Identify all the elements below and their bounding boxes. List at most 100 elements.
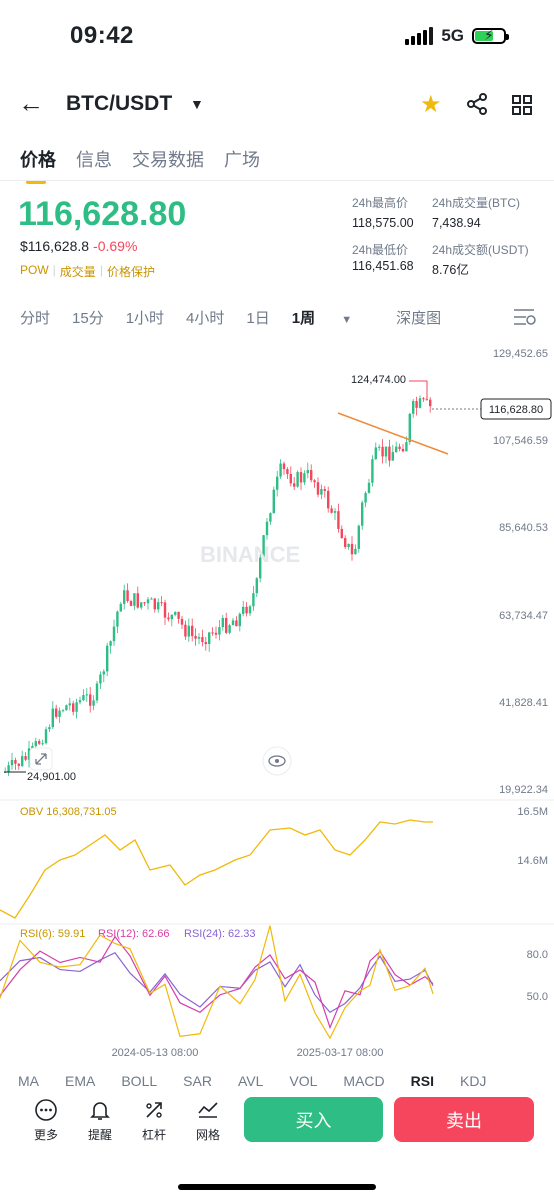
- tag-volume[interactable]: 成交量: [59, 265, 96, 279]
- candle-body: [259, 557, 262, 579]
- grid-button[interactable]: 网格: [192, 1098, 224, 1143]
- candle-body: [228, 625, 231, 633]
- candle-body: [371, 459, 374, 483]
- candle-body: [106, 645, 109, 672]
- candle-body: [248, 606, 252, 614]
- leverage-icon: [146, 1102, 162, 1118]
- candle-body: [191, 625, 194, 636]
- expand-icon[interactable]: [29, 747, 53, 771]
- candle-body: [211, 632, 214, 634]
- candle-body: [21, 756, 24, 766]
- period-1h[interactable]: 1小时: [125, 310, 165, 327]
- indicator-avl[interactable]: AVL: [237, 1073, 264, 1089]
- candle-body: [48, 727, 51, 730]
- margin-button[interactable]: 杠杆: [138, 1098, 170, 1143]
- grid-menu-icon[interactable]: [512, 95, 532, 120]
- candle-body: [85, 694, 88, 696]
- candle-body: [330, 508, 333, 513]
- min-price-label: 24,901.00: [27, 771, 76, 783]
- grid-trading-icon: [198, 1102, 218, 1118]
- sell-button[interactable]: 卖出: [394, 1097, 534, 1142]
- indicator-macd[interactable]: MACD: [343, 1073, 385, 1089]
- rsi12-label: RSI(12): 62.66: [98, 928, 170, 940]
- pair-title[interactable]: BTC/USDT: [66, 92, 173, 115]
- bell-icon: [90, 1102, 110, 1120]
- candle-body: [347, 543, 350, 547]
- candles: [4, 395, 432, 776]
- candle-body: [422, 398, 425, 400]
- candle-body: [65, 705, 68, 711]
- share-icon[interactable]: [465, 92, 489, 121]
- indicator-sar[interactable]: SAR: [183, 1073, 212, 1089]
- candle-body: [286, 469, 289, 474]
- period-time[interactable]: 分时: [20, 310, 51, 327]
- candle-body: [303, 473, 306, 483]
- tab-square[interactable]: 广场: [224, 150, 260, 170]
- candle-body: [337, 511, 340, 529]
- candle-body: [238, 613, 241, 627]
- indicator-rsi[interactable]: RSI: [410, 1073, 434, 1089]
- tab-info[interactable]: 信息: [76, 150, 112, 170]
- candle-body: [153, 598, 156, 610]
- more-button[interactable]: 更多: [30, 1098, 62, 1143]
- rsi-tick: 50.0: [527, 991, 548, 1003]
- candle-body: [313, 480, 316, 483]
- indicator-ma[interactable]: MA: [18, 1073, 39, 1089]
- candle-body: [27, 748, 31, 760]
- y-tick: 63,734.47: [499, 610, 548, 622]
- candle-body: [242, 606, 245, 614]
- period-1w[interactable]: 1周 ▼: [292, 307, 374, 328]
- period-depth[interactable]: 深度图: [396, 310, 442, 327]
- candle-body: [201, 637, 204, 643]
- period-15m[interactable]: 15分: [72, 310, 104, 327]
- candle-body: [333, 511, 337, 513]
- indicator-boll[interactable]: BOLL: [121, 1073, 158, 1089]
- candle-body: [350, 543, 354, 555]
- signal-icon: [405, 27, 434, 45]
- buy-button[interactable]: 买入: [244, 1097, 383, 1142]
- favorite-star-icon[interactable]: ★: [420, 91, 442, 118]
- candle-body: [31, 746, 34, 749]
- tag-price-protect[interactable]: 价格保护: [106, 265, 155, 279]
- main-tabs: 价格 信息 交易数据 广场: [20, 146, 260, 184]
- candle-body: [68, 703, 71, 706]
- indicator-tabs: MA EMA BOLL SAR AVL VOL MACD RSI KDJ: [18, 1073, 512, 1089]
- alert-button[interactable]: 提醒: [84, 1098, 116, 1143]
- candle-body: [82, 695, 85, 701]
- kline-chart[interactable]: BINANCE 129,452.65 107,546.59 85,640.53 …: [0, 340, 554, 1060]
- obv-tick: 14.6M: [517, 855, 548, 867]
- candle-body: [180, 618, 184, 625]
- period-1d[interactable]: 1日: [246, 310, 270, 327]
- candle-body: [194, 635, 197, 639]
- candle-body: [129, 601, 133, 606]
- candle-body: [255, 578, 258, 594]
- candle-body: [187, 625, 190, 637]
- candle-body: [184, 624, 187, 637]
- vol-btc-label: 24h成交量(BTC): [432, 196, 521, 210]
- back-arrow-icon[interactable]: ←: [18, 88, 44, 118]
- indicator-vol[interactable]: VOL: [289, 1073, 318, 1089]
- chevron-down-icon[interactable]: ▼: [190, 96, 204, 112]
- tab-price[interactable]: 价格: [20, 146, 56, 184]
- tab-trade-data[interactable]: 交易数据: [132, 150, 204, 170]
- period-4h[interactable]: 4小时: [186, 310, 225, 327]
- indicator-kdj[interactable]: KDJ: [459, 1073, 487, 1089]
- candle-body: [167, 617, 170, 620]
- candle-body: [252, 593, 255, 607]
- tag-pow[interactable]: POW: [20, 263, 49, 277]
- chart-settings-icon[interactable]: [514, 308, 536, 331]
- low-label: 24h最低价: [352, 243, 409, 257]
- candle-body: [401, 448, 405, 452]
- obv-tick: 16.5M: [517, 806, 548, 818]
- candle-body: [214, 632, 218, 635]
- rsi24-label: RSI(24): 62.33: [184, 928, 256, 940]
- home-indicator: [178, 1184, 376, 1190]
- candle-body: [272, 489, 275, 514]
- candle-body: [320, 489, 323, 495]
- margin-label: 杠杆: [141, 1128, 166, 1142]
- candle-body: [306, 470, 309, 474]
- indicator-ema[interactable]: EMA: [65, 1073, 96, 1089]
- candle-body: [316, 482, 320, 495]
- candle-body: [116, 611, 119, 627]
- eye-icon[interactable]: [262, 746, 292, 776]
